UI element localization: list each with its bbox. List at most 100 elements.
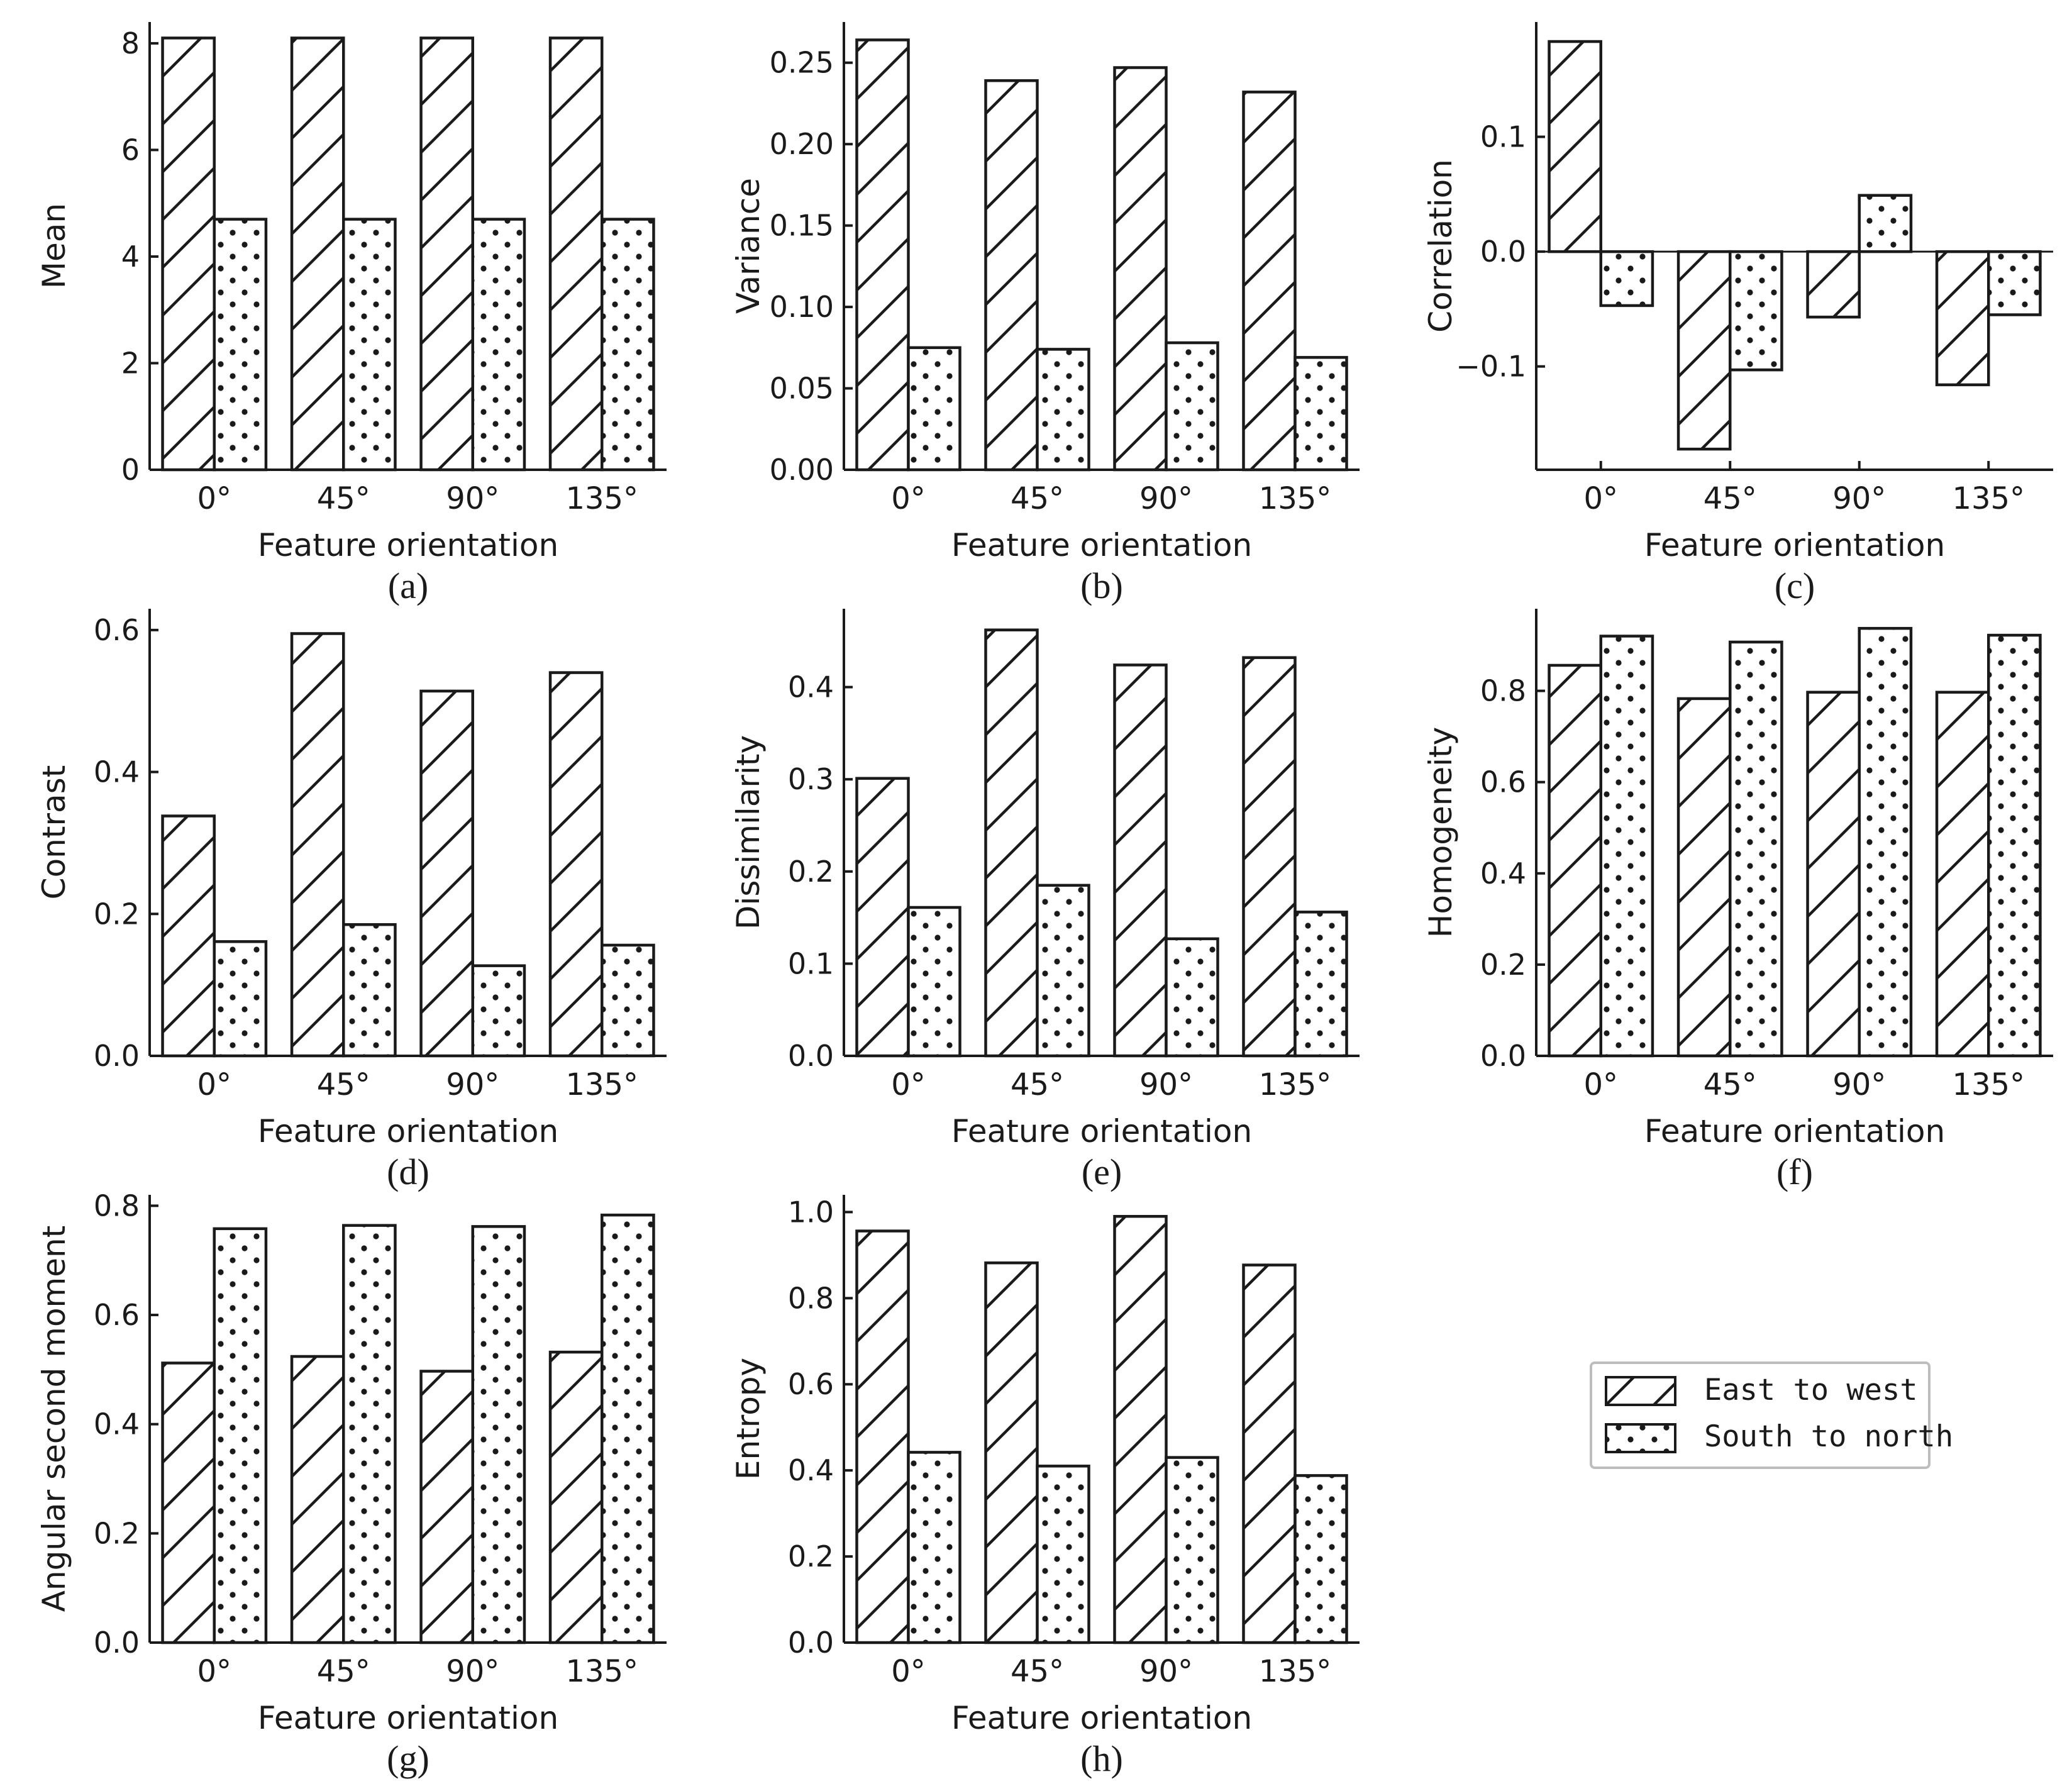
panel-a-y-tick-label-4: 8: [121, 26, 140, 60]
panel-b-y-axis-title: Variance: [730, 178, 767, 314]
panel-c-bar-south-to-north-1: [1729, 250, 1783, 372]
panel-b-x-tick-label-0: 0°: [891, 481, 926, 516]
panel-d-x-axis-title: Feature orientation: [258, 1113, 558, 1150]
panel-c-y-tick-label-0: −0.1: [1456, 350, 1526, 384]
panel-e-x-tick-label-0: 0°: [891, 1067, 926, 1102]
panel-c-bar-east-to-west-0: [1548, 40, 1603, 253]
panel-e-y-tick-label-0: 0.0: [788, 1039, 834, 1073]
panel-g-bar-south-to-north-1: [342, 1224, 397, 1644]
panel-e-y-tick-label-2: 0.2: [788, 855, 834, 889]
panel-d-y-tick-label-1: 0.2: [94, 897, 140, 931]
panel-c-y-axis-title: Correlation: [1422, 159, 1459, 333]
panel-f-bar-east-to-west-3: [1935, 690, 1990, 1058]
panel-h-y-axis-title: Entropy: [730, 1358, 767, 1480]
panel-b-bar-east-to-west-3: [1242, 91, 1297, 472]
panel-h: 0.0 0.2 0.4 0.6 0.8 1.0 0° 45° 90° 135°Feature or…: [730, 1195, 1360, 1779]
panel-b-panel-label: (b): [1080, 565, 1123, 606]
panel-d-bar-east-to-west-2: [419, 689, 474, 1058]
panel-e-y-tick-label-3: 0.3: [788, 762, 834, 796]
panel-d-y-tick-label-2: 0.4: [94, 755, 140, 789]
panel-e-bar-east-to-west-3: [1242, 656, 1297, 1058]
panel-e-y-tick-label-1: 0.1: [788, 946, 834, 980]
panel-g: 0.0 0.2 0.4 0.6 0.8 0° 45° 90° 135°Feature orien…: [36, 1189, 667, 1779]
panel-g-bar-east-to-west-1: [290, 1355, 345, 1644]
legend-swatch-east-to-west: [1605, 1376, 1676, 1406]
panel-b-x-tick-label-1: 45°: [1011, 481, 1064, 516]
panel-h-y-tick-label-5: 1.0: [788, 1195, 834, 1229]
panel-f-bar-south-to-north-1: [1729, 640, 1783, 1058]
panel-f-bar-east-to-west-1: [1676, 697, 1732, 1058]
panel-d-bar-east-to-west-3: [548, 671, 604, 1058]
panel-a-y-tick-label-2: 4: [121, 240, 140, 274]
panel-c-bar-south-to-north-0: [1599, 250, 1654, 308]
panel-e-y-axis-title: Dissimilarity: [730, 735, 767, 929]
panel-a-bar-south-to-north-2: [471, 218, 526, 472]
panel-b-x-axis-title: Feature orientation: [951, 527, 1252, 563]
panel-b-bar-south-to-north-0: [907, 346, 961, 472]
panel-b: 0.00 0.05 0.10 0.15 0.20 0.25 0° 45° 90° 135°Feat…: [730, 22, 1360, 606]
panel-f-bar-south-to-north-0: [1599, 635, 1654, 1058]
panel-d-y-axis-title: Contrast: [36, 765, 72, 900]
legend: East to west South to north: [1590, 1361, 1953, 1469]
panel-e-x-tick-label-1: 45°: [1011, 1067, 1064, 1102]
panel-c-panel-label: (c): [1775, 565, 1815, 606]
panel-b-y-tick-label-0: 0.00: [770, 453, 834, 487]
panel-g-bar-south-to-north-0: [213, 1227, 268, 1644]
panel-h-bar-south-to-north-1: [1036, 1465, 1090, 1644]
panel-f-y-tick-label-1: 0.2: [1480, 948, 1526, 982]
panel-a-y-tick-label-1: 2: [121, 346, 140, 380]
panel-e-bar-east-to-west-0: [855, 777, 910, 1058]
panel-a-x-tick-label-0: 0°: [197, 481, 231, 516]
panel-a-x-tick-label-3: 135°: [565, 481, 638, 516]
panel-f-y-tick-label-0: 0.0: [1480, 1039, 1526, 1073]
panel-a-bar-east-to-west-0: [161, 36, 216, 472]
panel-f-panel-label: (f): [1776, 1151, 1813, 1192]
panel-d-bar-east-to-west-1: [290, 632, 345, 1058]
panel-c-bar-east-to-west-1: [1676, 250, 1732, 451]
panel-c-x-tick-label-0: 0°: [1583, 481, 1618, 516]
panel-g-x-axis-title: Feature orientation: [258, 1700, 558, 1736]
panel-f-bar-south-to-north-3: [1987, 633, 2042, 1058]
panel-e-bar-south-to-north-1: [1036, 884, 1090, 1058]
panel-a-x-tick-label-2: 90°: [446, 481, 499, 516]
panel-a-y-axis-title: Mean: [36, 203, 72, 289]
panel-e-bar-east-to-west-2: [1113, 663, 1168, 1058]
panel-a-y-tick-label-0: 0: [121, 453, 140, 487]
panel-a-bar-south-to-north-0: [213, 218, 268, 472]
panel-b-bar-east-to-west-2: [1113, 66, 1168, 472]
panel-c-bar-east-to-west-2: [1806, 250, 1861, 319]
panel-d-x-tick-label-2: 90°: [446, 1067, 499, 1102]
panel-e-bar-south-to-north-0: [907, 906, 961, 1058]
panel-d-y-tick-label-0: 0.0: [94, 1039, 140, 1073]
panel-f: 0.0 0.2 0.4 0.6 0.8 0° 45° 90° 135°Feature orien…: [1422, 609, 2053, 1192]
panel-a-x-tick-label-1: 45°: [317, 481, 370, 516]
panel-d-x-tick-label-0: 0°: [197, 1067, 231, 1102]
panel-e-panel-label: (e): [1082, 1151, 1122, 1192]
panel-h-x-tick-label-3: 135°: [1259, 1654, 1332, 1689]
panel-b-y-tick-label-4: 0.20: [770, 127, 834, 161]
panel-c-x-tick-label-3: 135°: [1952, 481, 2025, 516]
panel-f-y-tick-label-2: 0.4: [1480, 857, 1526, 890]
panel-c-bar-south-to-north-3: [1987, 250, 2042, 316]
panel-c: −0.1 0.0 0.1 0° 45° 90° 135°Feature orientatio…: [1422, 22, 2053, 606]
panel-h-y-tick-label-0: 0.0: [788, 1626, 834, 1660]
panel-d: 0.0 0.2 0.4 0.6 0° 45° 90° 135°Feature orientat…: [36, 609, 667, 1192]
panel-g-y-tick-label-0: 0.0: [94, 1626, 140, 1660]
panel-a: 0 2 4 6 8 0° 45° 90° 135°Feature orientation Mean…: [36, 22, 667, 606]
panel-b-y-tick-label-5: 0.25: [770, 46, 834, 80]
panel-f-x-tick-label-0: 0°: [1583, 1067, 1618, 1102]
panel-a-bar-east-to-west-1: [290, 36, 345, 472]
panel-a-y-tick-label-3: 6: [121, 133, 140, 167]
panel-e-bar-east-to-west-1: [984, 628, 1039, 1058]
panel-g-bar-south-to-north-3: [601, 1213, 655, 1644]
panel-g-bar-east-to-west-0: [161, 1361, 216, 1644]
panel-c-x-axis-title: Feature orientation: [1644, 527, 1945, 563]
panel-e: 0.0 0.1 0.2 0.3 0.4 0° 45° 90° 135°Feature orien…: [730, 609, 1360, 1192]
panel-a-panel-label: (a): [388, 565, 428, 606]
panel-f-x-axis-title: Feature orientation: [1644, 1113, 1945, 1150]
panel-g-bar-east-to-west-2: [419, 1370, 474, 1644]
panel-g-bar-east-to-west-3: [548, 1350, 604, 1644]
panel-d-x-tick-label-3: 135°: [565, 1067, 638, 1102]
